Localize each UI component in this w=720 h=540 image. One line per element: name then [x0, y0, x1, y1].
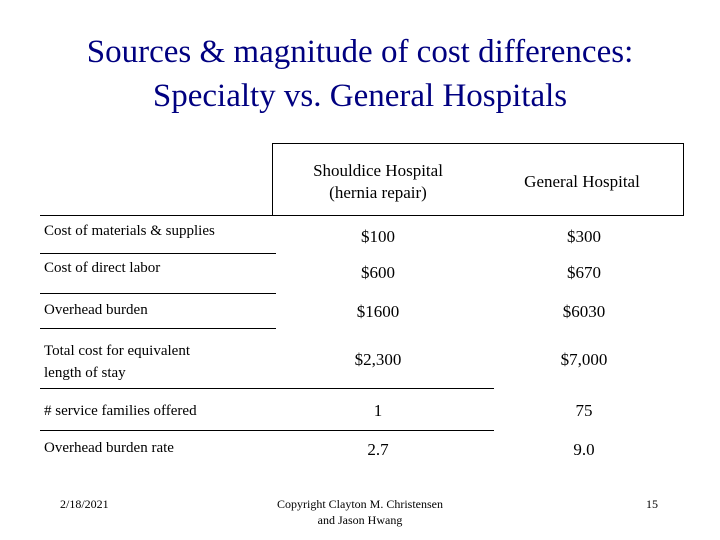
footer-page-number: 15	[646, 497, 658, 511]
row-label-direct-labor: Cost of direct labor	[44, 260, 161, 276]
header-top-border	[272, 143, 684, 144]
cell-general-direct-labor: $670	[567, 263, 601, 282]
header-left-border	[272, 143, 273, 215]
cell-general-total-cost: $7,000	[560, 350, 608, 369]
row-label-total-cost-line-1: Total cost for equivalent	[44, 343, 190, 359]
footer-copyright-line-1: Copyright Clayton M. Christensen	[277, 497, 443, 511]
row-label-service-families: # service families offered	[44, 403, 197, 419]
footer-copyright: Copyright Clayton M. Christensen and Jas…	[240, 496, 480, 528]
header-shouldice-hospital: Shouldice Hospital (hernia repair)	[280, 160, 476, 204]
row-label-total-cost-line-2: length of stay	[44, 365, 126, 381]
cell-shouldice-direct-labor: $600	[361, 263, 395, 282]
row-divider-2	[40, 253, 276, 254]
footer-copyright-line-2: and Jason Hwang	[317, 513, 403, 527]
slide-title-line-1: Sources & magnitude of cost differences:	[86, 34, 634, 70]
cell-shouldice-service-families: 1	[373, 401, 383, 420]
cell-shouldice-overhead-rate: 2.7	[367, 440, 389, 459]
row-divider-6	[40, 430, 494, 431]
cell-shouldice-materials: $100	[361, 227, 395, 246]
row-divider-3	[40, 293, 276, 294]
footer-date: 2/18/2021	[60, 497, 109, 511]
slide-title-line-2: Specialty vs. General Hospitals	[152, 78, 568, 114]
row-divider-1	[40, 215, 684, 216]
row-label-total-cost: Total cost for equivalent length of stay	[44, 340, 274, 384]
row-label-overhead-rate: Overhead burden rate	[44, 440, 174, 456]
row-label-materials: Cost of materials & supplies	[44, 223, 215, 239]
cell-shouldice-total-cost: $2,300	[354, 350, 402, 369]
header-right-border	[683, 143, 684, 215]
cell-shouldice-overhead-burden: $1600	[356, 302, 400, 321]
slide-title: Sources & magnitude of cost differences:…	[0, 30, 720, 118]
cell-general-overhead-rate: 9.0	[573, 440, 595, 459]
cell-general-service-families: 75	[575, 401, 593, 420]
cell-general-materials: $300	[567, 227, 601, 246]
header-shouldice-line-1: Shouldice Hospital	[313, 161, 443, 180]
header-shouldice-line-2: (hernia repair)	[329, 183, 427, 202]
row-divider-4	[40, 328, 276, 329]
row-label-overhead-burden: Overhead burden	[44, 302, 148, 318]
header-general-hospital: General Hospital	[524, 172, 640, 191]
cell-general-overhead-burden: $6030	[562, 302, 606, 321]
row-divider-5	[40, 388, 494, 389]
